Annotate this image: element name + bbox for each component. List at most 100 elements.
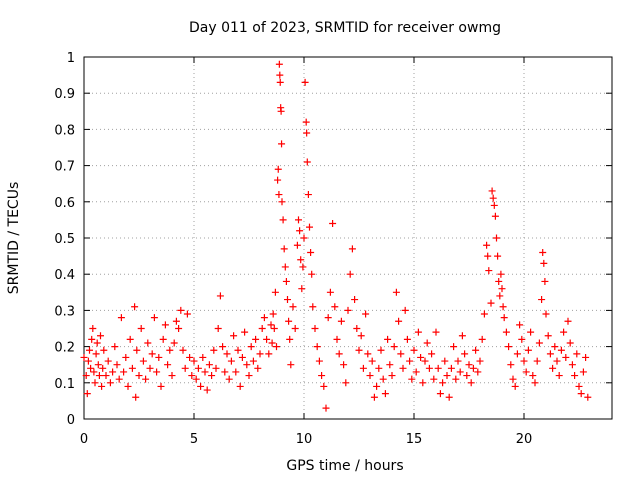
data-point [582, 353, 590, 361]
data-point [238, 353, 246, 361]
data-point [529, 372, 537, 380]
data-point [465, 361, 473, 369]
x-tick-label: 15 [406, 432, 423, 447]
data-point [93, 339, 101, 347]
data-point [472, 346, 480, 354]
data-point [320, 382, 328, 390]
data-point [499, 303, 507, 311]
data-point [289, 303, 297, 311]
data-point [192, 375, 200, 383]
data-point [377, 346, 385, 354]
data-point [579, 368, 587, 376]
data-point [132, 393, 140, 401]
y-tick-label: 0.1 [54, 377, 75, 392]
data-point [295, 216, 302, 224]
data-point [274, 176, 282, 184]
x-tick-label: 0 [80, 432, 88, 447]
data-point [399, 364, 407, 372]
data-point [326, 288, 334, 296]
data-point [432, 328, 440, 336]
data-point [423, 339, 431, 347]
data-point [273, 343, 280, 351]
data-point [223, 350, 231, 358]
data-point [309, 303, 317, 311]
data-point [493, 234, 500, 242]
data-point [461, 350, 469, 358]
data-point [153, 368, 161, 376]
data-point [342, 379, 350, 387]
data-point [410, 346, 418, 354]
data-point [447, 364, 455, 372]
data-point [269, 310, 277, 318]
data-point [275, 60, 283, 68]
data-point [456, 368, 464, 376]
data-point [155, 353, 163, 361]
data-point [236, 382, 244, 390]
data-point [92, 350, 100, 358]
data-point [303, 158, 311, 166]
data-point [128, 364, 136, 372]
data-point [296, 227, 304, 235]
data-point [97, 332, 104, 340]
data-point [216, 292, 224, 300]
data-point [379, 375, 387, 383]
data-point [263, 335, 271, 343]
data-point [419, 379, 427, 387]
data-point [197, 382, 205, 390]
data-point [392, 288, 400, 296]
data-point [179, 346, 187, 354]
data-point [436, 390, 444, 398]
data-point [175, 325, 183, 332]
data-point [571, 372, 579, 380]
data-point [188, 372, 196, 380]
y-tick-label: 0.6 [54, 196, 75, 211]
data-point [301, 78, 309, 86]
data-point [573, 350, 581, 358]
data-point [454, 357, 462, 365]
data-point [557, 346, 565, 354]
data-point [304, 191, 312, 199]
data-point [271, 288, 279, 296]
data-point [425, 364, 433, 372]
data-point [285, 317, 293, 325]
data-point [502, 328, 510, 336]
data-point [302, 118, 310, 126]
data-point [375, 364, 383, 372]
data-point [362, 310, 370, 318]
data-point [194, 364, 202, 372]
data-point [417, 353, 425, 361]
data-point [575, 382, 583, 390]
data-point [126, 335, 134, 343]
data-point [450, 343, 458, 351]
data-point [148, 350, 156, 358]
data-point [414, 328, 422, 336]
data-point [562, 353, 570, 361]
data-point [357, 332, 365, 340]
data-point [476, 357, 484, 365]
data-point [282, 277, 290, 285]
gridlines [84, 57, 612, 419]
data-point [131, 303, 139, 311]
data-point [584, 393, 592, 401]
data-point [384, 335, 392, 343]
data-point [254, 364, 262, 372]
data-point [495, 277, 503, 285]
data-point [83, 390, 91, 398]
data-point [203, 386, 211, 394]
data-point [208, 372, 216, 380]
data-point [157, 382, 165, 390]
data-point [544, 332, 552, 340]
x-tick-label: 20 [516, 432, 533, 447]
data-point [111, 343, 119, 351]
data-point [99, 364, 107, 372]
data-point [89, 325, 97, 332]
data-point [522, 368, 530, 376]
chart-title: Day 011 of 2023, SRMTID for receiver owm… [189, 20, 501, 36]
data-point [388, 372, 396, 380]
data-point [133, 346, 141, 354]
data-point [275, 191, 283, 199]
data-point [166, 346, 174, 354]
data-point [397, 350, 405, 358]
data-point [115, 375, 123, 383]
data-point [539, 248, 547, 256]
